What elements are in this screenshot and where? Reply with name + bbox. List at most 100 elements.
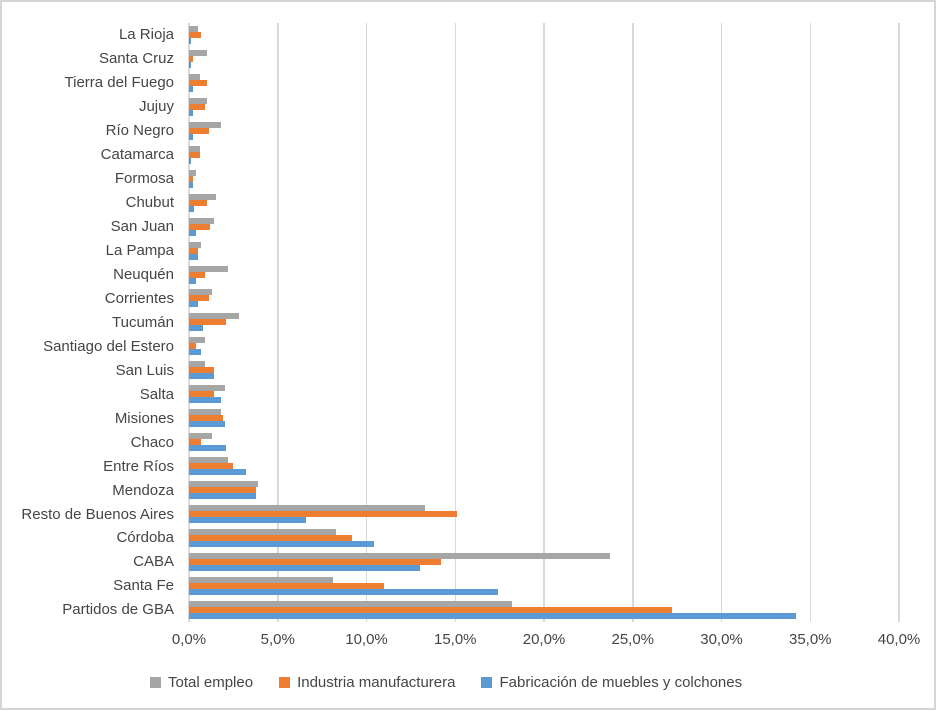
bar	[189, 612, 797, 619]
bar	[189, 73, 200, 80]
bar-group	[189, 263, 899, 287]
bar-group	[189, 550, 899, 574]
bar	[189, 247, 198, 254]
bar	[189, 217, 214, 224]
bar	[189, 145, 200, 152]
x-tick-label: 25,0%	[611, 631, 655, 648]
bar	[189, 223, 211, 230]
bar	[189, 109, 193, 116]
category-label: Río Negro	[105, 122, 174, 140]
bar	[189, 151, 200, 158]
bar	[189, 49, 207, 56]
bar	[189, 385, 225, 392]
bar	[189, 481, 259, 488]
category-label: Corrientes	[104, 289, 174, 307]
bar	[189, 511, 458, 518]
bar	[189, 558, 442, 565]
category-label: Formosa	[114, 170, 174, 188]
bar	[189, 367, 214, 374]
x-tick-label: 10,0%	[345, 631, 388, 648]
bar	[189, 85, 193, 92]
bar	[189, 343, 197, 350]
bar	[189, 301, 198, 308]
bar	[189, 493, 257, 500]
x-tick-label: 15,0%	[433, 631, 477, 648]
bar	[189, 445, 227, 452]
category-label: Tucumán	[112, 313, 174, 331]
plot-area	[188, 23, 900, 622]
bar-group	[189, 239, 899, 263]
bar	[189, 564, 420, 571]
x-tick-label: 35,0%	[788, 631, 832, 648]
category-label: La Rioja	[118, 26, 174, 44]
bar-group	[189, 119, 899, 143]
bar	[189, 421, 225, 428]
bar-group	[189, 358, 899, 382]
category-label: Tierra del Fuego	[64, 74, 175, 92]
bar	[189, 31, 202, 38]
bar-group	[189, 71, 899, 95]
grid-line	[632, 23, 634, 622]
bar	[189, 295, 209, 302]
bar-rows	[189, 23, 899, 622]
bar-group	[189, 191, 899, 215]
bar-group	[189, 95, 899, 119]
category-label: San Luis	[115, 361, 174, 379]
bar	[189, 277, 197, 284]
x-tick-label: 30,0%	[700, 631, 743, 648]
legend-label: Industria manufacturera	[297, 674, 456, 691]
bar	[189, 487, 257, 494]
bar	[189, 55, 193, 62]
bar-group	[189, 143, 899, 167]
bar	[189, 229, 197, 236]
bar	[189, 157, 191, 164]
legend: Total empleo Industria manufacturera Fabri…	[150, 674, 742, 691]
bar-group	[189, 167, 899, 191]
bar-group	[189, 502, 899, 526]
bar	[189, 133, 193, 140]
legend-label: Fabricación de muebles y colchones	[499, 674, 743, 691]
bar-group	[189, 47, 899, 71]
category-label: San Juan	[110, 218, 174, 236]
bar	[189, 127, 209, 134]
category-label: La Pampa	[105, 242, 174, 260]
category-label: Salta	[139, 385, 174, 403]
x-tick-label: 40,0%	[877, 631, 921, 648]
bar-group	[189, 382, 899, 406]
bar	[189, 193, 216, 200]
grid-line	[898, 23, 900, 622]
bar	[189, 373, 214, 380]
bar	[189, 37, 191, 44]
bar	[189, 391, 214, 398]
bar	[189, 61, 191, 68]
bar	[189, 517, 307, 524]
legend-swatch-icon	[481, 677, 493, 688]
bar-group	[189, 454, 899, 478]
category-label: Mendoza	[112, 481, 174, 499]
bar	[189, 25, 198, 32]
category-label: Santiago del Estero	[43, 337, 174, 355]
category-label: Santa Fe	[113, 577, 174, 595]
grid-line	[809, 23, 811, 622]
bar	[189, 103, 205, 110]
legend-item: Fabricación de muebles y colchones	[481, 674, 742, 691]
bar	[189, 505, 426, 512]
bar	[189, 181, 193, 188]
category-label: Neuquén	[113, 266, 174, 283]
bar	[189, 534, 353, 541]
category-label: Jujuy	[138, 98, 174, 116]
category-label: Chaco	[130, 433, 174, 451]
bar	[189, 463, 234, 470]
bar	[189, 588, 498, 595]
bar-group	[189, 574, 899, 598]
bar	[189, 439, 202, 446]
bar	[189, 552, 610, 559]
bar	[189, 97, 207, 104]
bar	[189, 457, 229, 464]
y-axis-labels: La Rioja Santa Cruz Tierra del Fuego Jujuy R…	[2, 23, 182, 622]
bar	[189, 289, 213, 296]
bar-group	[189, 430, 899, 454]
grid-line	[454, 23, 456, 622]
category-label: Resto de Buenos Aires	[21, 505, 174, 523]
category-label: Entre Ríos	[103, 457, 174, 475]
